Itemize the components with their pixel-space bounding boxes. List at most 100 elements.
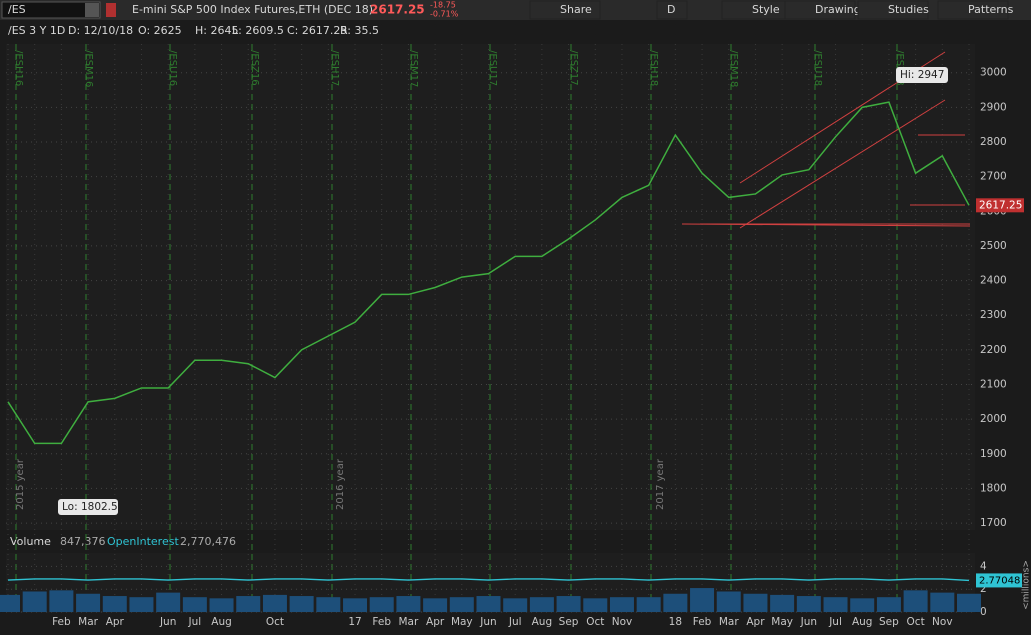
symbol-box[interactable] <box>1 1 101 19</box>
contract-label: /ESZ17 <box>568 50 579 86</box>
x-tick-label: Sep <box>559 616 579 628</box>
x-tick-label: Aug <box>852 616 873 628</box>
contract-label: /ESU16 <box>167 50 178 86</box>
x-tick-label: Jun <box>479 616 496 628</box>
volume-unit: <millions> <box>1022 560 1031 610</box>
volume-bar <box>716 591 741 612</box>
info-item: L: 2609.5 <box>232 24 284 37</box>
year-label: 2017 year <box>655 458 666 510</box>
x-tick-label: Feb <box>693 616 712 628</box>
contract-label: /ESH18 <box>648 50 659 86</box>
volume-bar <box>396 596 421 612</box>
volume-bar <box>449 597 474 612</box>
x-tick-label: Aug <box>532 616 553 628</box>
volume-bar <box>262 594 287 612</box>
toolbar-button[interactable] <box>857 0 929 20</box>
y-tick-label: 1800 <box>980 482 1007 494</box>
volume-bar <box>823 597 848 612</box>
x-tick-label: Aug <box>211 616 232 628</box>
volume-bar <box>182 597 207 612</box>
x-tick-label: Feb <box>52 616 71 628</box>
toolbar-button-label[interactable]: D <box>667 3 675 16</box>
contract-label: /ESM17 <box>408 50 419 87</box>
price-line <box>7 101 970 445</box>
volume-bar <box>850 598 875 612</box>
contract-label: /ESH16 <box>13 50 24 86</box>
x-tick-label: Apr <box>106 616 125 628</box>
volume-bar <box>556 596 581 612</box>
info-item: D: 12/10/18 <box>68 24 133 37</box>
volume-bar <box>209 598 234 612</box>
y-tick-label: 2300 <box>980 309 1007 321</box>
toolbar-button[interactable] <box>784 0 856 20</box>
toolbar-button-label[interactable]: Share <box>560 3 592 16</box>
x-tick-label: Feb <box>372 616 391 628</box>
link-icon[interactable] <box>106 3 116 17</box>
contract-label: /ESH17 <box>329 50 340 86</box>
x-tick-label: 17 <box>348 616 361 628</box>
toolbar-button-label[interactable]: Studies <box>888 3 929 16</box>
volume-bar <box>663 593 688 612</box>
x-tick-label: Jul <box>188 616 202 628</box>
x-tick-label: Apr <box>426 616 445 628</box>
oi-marker: 2.77048 <box>979 575 1020 586</box>
symbol[interactable]: /ES <box>8 3 26 16</box>
toolbar-button-label[interactable]: Drawings <box>815 3 867 16</box>
toolbar-button[interactable] <box>529 0 601 20</box>
toolbar-button[interactable] <box>937 0 1009 20</box>
volume-bar <box>0 594 20 612</box>
volume-value: 847,376 <box>60 535 106 548</box>
volume-bar <box>369 597 394 612</box>
annotation-box <box>896 67 948 83</box>
change: -18.75 <box>430 1 456 10</box>
y-tick-label: 2800 <box>980 136 1007 148</box>
info-bar <box>0 20 1031 42</box>
info-item: H: 2645 <box>195 24 238 37</box>
y-tick-label: 2200 <box>980 344 1007 356</box>
trend-line <box>739 99 946 229</box>
toolbar-button[interactable] <box>656 0 688 20</box>
volume-bar <box>743 593 768 612</box>
volume-bar <box>22 591 47 612</box>
volume-bar <box>796 596 821 612</box>
y-tick-label: 1700 <box>980 517 1007 529</box>
volume-bar <box>609 597 634 612</box>
annotation-box <box>58 499 118 515</box>
x-tick-label: Sep <box>879 616 899 628</box>
contract-label: /ESM16 <box>83 50 94 87</box>
info-item: C: 2617.25 <box>287 24 347 37</box>
volume-bar <box>903 590 928 612</box>
y-tick-label: 2400 <box>980 275 1007 287</box>
volume-bar <box>236 596 261 612</box>
volume-bar <box>690 588 715 612</box>
year-label: 2016 year <box>335 458 346 510</box>
volume-bar <box>343 598 368 612</box>
volume-bar <box>49 590 74 612</box>
oi-marker-box <box>976 573 1022 588</box>
x-tick-label: Jun <box>159 616 176 628</box>
toolbar-button-label[interactable]: Patterns <box>968 3 1014 16</box>
volume-label: Volume <box>10 535 51 548</box>
annotation: Hi: 2947 <box>900 69 944 81</box>
toolbar-button-label[interactable]: Style <box>752 3 780 16</box>
x-tick-label: Oct <box>586 616 604 628</box>
info-item: R: 35.5 <box>340 24 379 37</box>
x-tick-label: Mar <box>719 616 739 628</box>
y-tick-label: 1900 <box>980 448 1007 460</box>
volume-bar <box>876 597 901 612</box>
year-label: 2015 year <box>15 458 26 510</box>
oi-label: OpenInterest <box>107 535 179 548</box>
change-pct: -0.71% <box>430 10 459 19</box>
volume-bar <box>770 594 795 612</box>
y-tick-label: 2100 <box>980 379 1007 391</box>
annotation: Lo: 1802.5 <box>62 501 118 513</box>
oi-line <box>7 578 970 582</box>
volume-bar <box>930 592 955 612</box>
description: E-mini S&P 500 Index Futures,ETH (DEC 18… <box>132 3 373 16</box>
symbol-dropdown[interactable] <box>85 3 99 17</box>
y-tick-label: 2900 <box>980 101 1007 113</box>
volume-bar <box>636 597 661 612</box>
x-tick-label: Nov <box>612 616 633 628</box>
x-tick-label: Oct <box>907 616 925 628</box>
